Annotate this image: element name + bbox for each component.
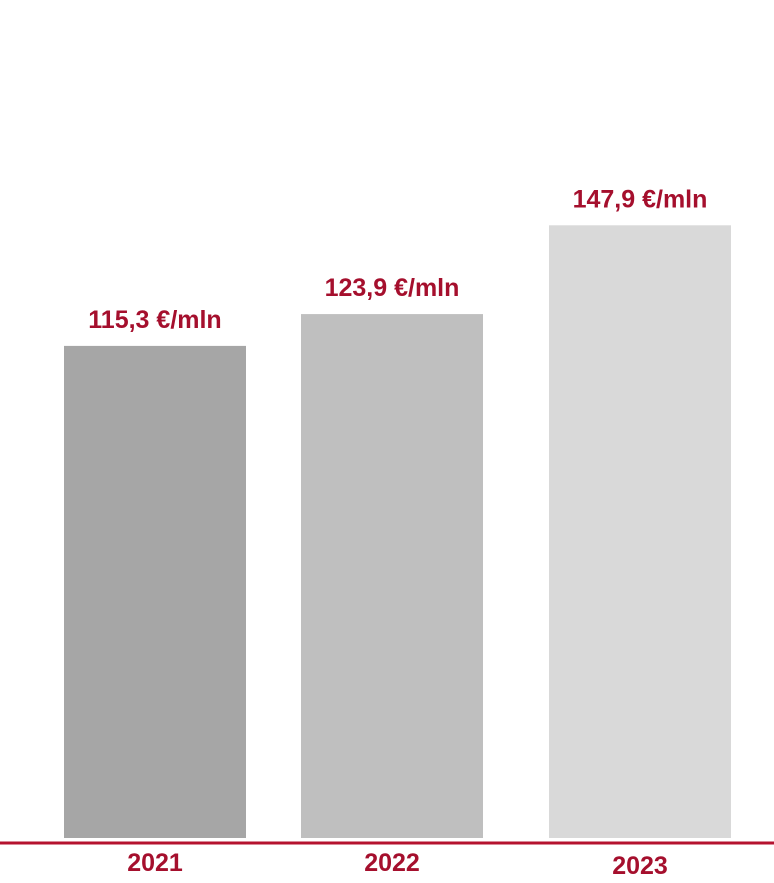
bar-2021 — [64, 345, 246, 838]
category-label-2022: 2022 — [364, 849, 420, 877]
value-label-2023: 147,9 €/mln — [573, 185, 708, 213]
bars-group — [64, 225, 731, 839]
category-labels-group: 2021 2022 2023 — [127, 849, 668, 880]
bar-2022 — [301, 314, 483, 839]
value-labels-group: 115,3 €/mln 123,9 €/mln 147,9 €/mln — [88, 185, 707, 334]
value-label-2021: 115,3 €/mln — [88, 306, 221, 334]
bar-2023 — [549, 225, 731, 838]
value-label-2022: 123,9 €/mln — [325, 274, 460, 302]
category-label-2021: 2021 — [127, 849, 183, 877]
category-label-2023: 2023 — [612, 852, 668, 880]
